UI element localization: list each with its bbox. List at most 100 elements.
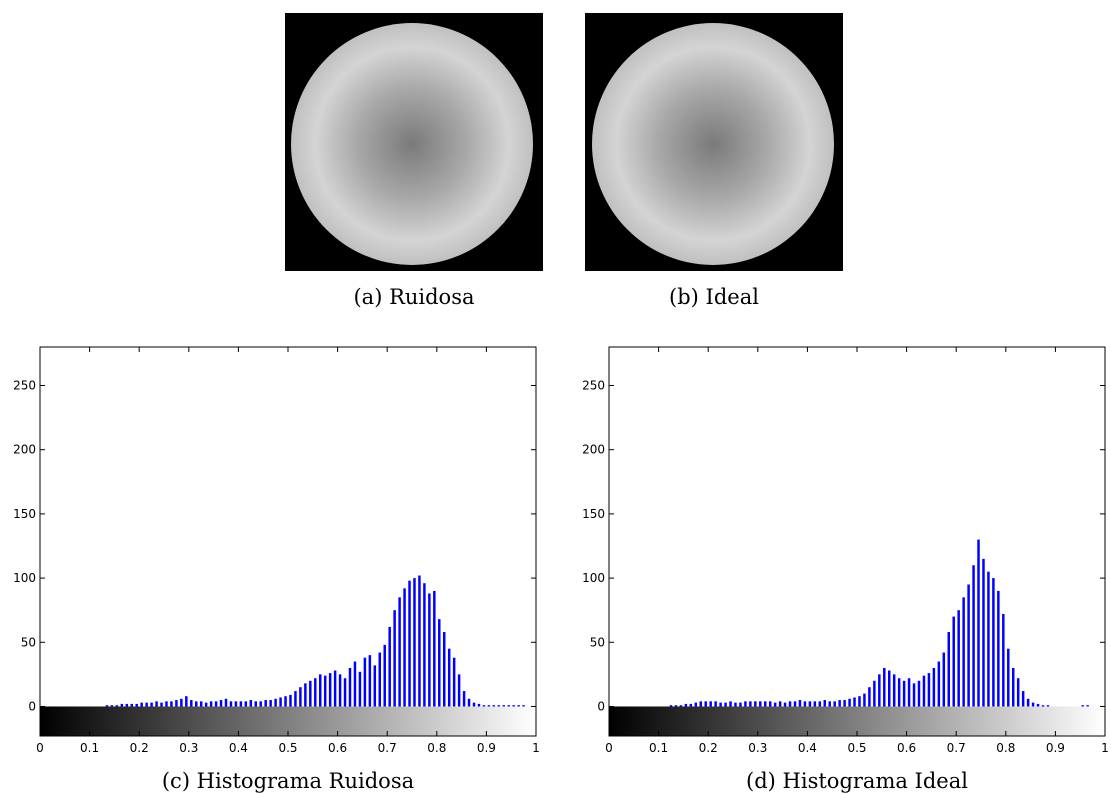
image-a (285, 13, 543, 271)
bar (373, 665, 377, 707)
caption: (c) Histograma Ruidosa (162, 769, 414, 793)
bar (1081, 705, 1084, 707)
bar (289, 694, 292, 707)
x-tick-label: 0.3 (179, 741, 198, 755)
bar (853, 697, 856, 707)
bar (987, 571, 990, 707)
bar (739, 702, 742, 707)
x-tick-label: 0.7 (378, 741, 397, 755)
bar (130, 703, 133, 707)
x-tick-label: 0.8 (427, 741, 446, 755)
bar (214, 701, 218, 707)
bar (714, 701, 717, 707)
bar (1002, 614, 1005, 707)
bar (418, 575, 421, 707)
bar (199, 701, 203, 707)
bar (323, 675, 327, 707)
bar (778, 701, 782, 707)
bar (1031, 702, 1035, 707)
bar (408, 580, 411, 707)
x-tick-label: 0 (36, 741, 44, 755)
bar (467, 698, 471, 707)
x-tick-label: 0.8 (996, 741, 1015, 755)
bar (982, 558, 985, 707)
bar (522, 705, 525, 707)
bar (883, 667, 886, 707)
bar (487, 705, 491, 707)
bar (388, 626, 391, 707)
bar (254, 701, 257, 707)
bar (452, 657, 456, 707)
bar (674, 705, 678, 707)
bar (507, 705, 510, 707)
bar (709, 701, 712, 707)
bar (195, 701, 198, 707)
bar (224, 698, 228, 707)
bar (912, 683, 916, 707)
bar (259, 701, 262, 707)
bar (110, 705, 114, 707)
bar (997, 590, 1000, 707)
bar (229, 701, 233, 707)
bar (888, 670, 891, 707)
bar (438, 619, 441, 707)
bar (413, 578, 416, 707)
bar (165, 701, 168, 707)
bar (125, 703, 129, 707)
bar (957, 610, 960, 707)
bar (160, 702, 163, 707)
bar (803, 701, 807, 707)
bar (749, 701, 752, 707)
bar (788, 701, 792, 707)
y-tick-label: 0 (597, 699, 605, 713)
bar (135, 703, 138, 707)
x-tick-label: 0.6 (897, 741, 916, 755)
x-tick-label: 0.4 (229, 741, 248, 755)
bar (818, 701, 822, 707)
x-tick-label: 0.1 (649, 741, 668, 755)
bar (378, 652, 381, 707)
y-tick-label: 0 (28, 699, 36, 713)
bar (170, 701, 173, 707)
bar (833, 701, 836, 707)
caption: (a) Ruidosa (353, 285, 474, 309)
bar (338, 674, 342, 707)
bar (279, 697, 282, 707)
bar (1012, 667, 1015, 707)
bar (150, 702, 153, 707)
bar (694, 702, 698, 707)
bar (319, 674, 322, 707)
bar (333, 670, 337, 707)
caption: (b) Ideal (669, 285, 759, 309)
bar (517, 705, 520, 707)
bar (897, 678, 901, 707)
bar (433, 590, 436, 707)
bar (689, 703, 693, 707)
bar (828, 701, 831, 707)
bar (902, 680, 906, 707)
bar (443, 632, 446, 707)
bar (1086, 705, 1089, 707)
bar (140, 702, 143, 707)
bar (175, 700, 178, 707)
y-tick-label: 50 (21, 635, 36, 649)
bar (304, 683, 307, 707)
bar (1016, 678, 1020, 707)
bar (447, 648, 451, 707)
bar (457, 674, 461, 707)
y-tick-label: 150 (13, 507, 36, 521)
x-tick-label: 1 (1101, 741, 1109, 755)
bar (858, 696, 861, 707)
bar (927, 673, 931, 707)
bar (992, 578, 995, 707)
bar (868, 687, 871, 707)
bar (823, 700, 826, 707)
caption: (d) Histograma Ideal (746, 769, 968, 793)
bar (309, 680, 312, 707)
bar (669, 705, 673, 707)
bar (497, 705, 501, 707)
bar (180, 698, 183, 707)
bar (873, 680, 876, 707)
bar (477, 703, 481, 707)
plot-background (40, 347, 536, 736)
